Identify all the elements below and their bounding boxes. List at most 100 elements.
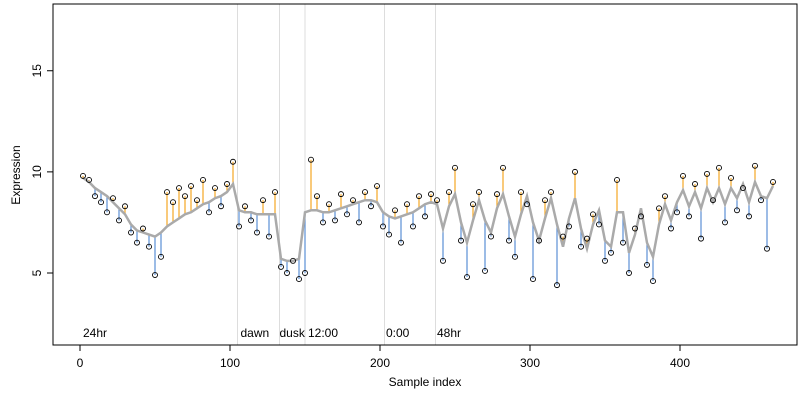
data-point — [344, 211, 350, 218]
data-point — [98, 199, 104, 206]
data-point — [290, 257, 296, 264]
data-point — [272, 189, 278, 196]
data-point — [770, 179, 776, 185]
x-tick-label: 400 — [670, 356, 690, 370]
annotation: dusk — [280, 326, 306, 340]
data-point — [584, 235, 590, 242]
data-point — [704, 170, 710, 177]
fitted-line — [82, 176, 775, 263]
data-point — [470, 201, 476, 208]
data-point — [590, 211, 596, 218]
data-point — [392, 207, 398, 214]
data-point — [548, 189, 554, 196]
data-point — [260, 197, 266, 204]
data-point — [746, 213, 752, 220]
data-point — [350, 197, 356, 204]
data-point — [644, 261, 650, 268]
data-point — [128, 229, 134, 236]
data-point — [428, 191, 434, 198]
data-point — [476, 189, 482, 196]
data-point — [284, 270, 290, 276]
data-point — [266, 233, 272, 240]
data-point — [554, 282, 560, 289]
data-point — [674, 209, 680, 216]
data-point — [278, 263, 284, 270]
data-point — [518, 189, 524, 196]
data-point — [572, 168, 578, 175]
data-point — [638, 213, 644, 220]
data-point — [740, 185, 746, 192]
data-point — [296, 276, 302, 283]
data-point — [200, 177, 206, 183]
data-point — [734, 207, 740, 214]
plot-frame — [52, 3, 798, 346]
data-point — [152, 272, 158, 278]
annotation: dawn — [241, 326, 270, 340]
data-point — [524, 201, 530, 208]
data-point — [458, 237, 464, 244]
data-point — [230, 158, 236, 165]
data-point — [314, 193, 320, 200]
y-axis-label: Expression — [9, 145, 23, 204]
data-point — [86, 177, 92, 183]
data-point — [134, 239, 140, 246]
data-point — [530, 276, 536, 283]
plot-layer: 24hr dawn dusk 12:00 0:00 48hr — [80, 4, 776, 345]
data-point — [668, 225, 674, 232]
data-point — [332, 217, 338, 224]
data-point — [698, 235, 704, 242]
data-point — [722, 219, 728, 226]
x-tick-label: 100 — [220, 356, 240, 370]
data-point — [368, 203, 374, 210]
data-point — [236, 223, 242, 230]
data-point — [110, 195, 116, 202]
x-tick-label: 300 — [520, 356, 540, 370]
data-point — [242, 203, 248, 210]
data-point — [578, 243, 584, 250]
data-point — [632, 225, 638, 232]
data-point — [182, 193, 188, 200]
annotation: 0:00 — [386, 326, 410, 340]
data-point — [218, 203, 224, 210]
data-point — [542, 197, 548, 204]
x-tick-label: 200 — [370, 356, 390, 370]
data-point — [194, 197, 200, 204]
data-point — [422, 213, 428, 220]
data-point — [254, 229, 260, 236]
data-point — [308, 156, 314, 163]
data-point — [566, 223, 572, 230]
data-point — [482, 268, 488, 274]
data-point — [404, 201, 410, 208]
data-point — [764, 245, 770, 252]
data-point — [398, 239, 404, 246]
data-point — [170, 199, 176, 206]
data-point — [716, 164, 722, 171]
data-point — [620, 239, 626, 246]
data-point — [206, 209, 212, 216]
data-point — [500, 164, 506, 171]
data-point — [662, 193, 668, 200]
annotation: 48hr — [437, 326, 461, 340]
data-point — [650, 278, 656, 285]
data-point — [614, 177, 620, 183]
data-point — [536, 237, 542, 244]
data-point — [686, 213, 692, 220]
data-point — [320, 219, 326, 226]
data-point — [656, 205, 662, 212]
annotation: 12:00 — [308, 326, 338, 340]
data-point — [92, 193, 98, 200]
data-point — [326, 201, 332, 208]
data-point — [104, 209, 110, 216]
data-point — [752, 162, 758, 169]
data-point — [146, 243, 152, 250]
data-point — [338, 191, 344, 198]
x-axis-label: Sample index — [389, 375, 462, 389]
annotation: 24hr — [83, 326, 107, 340]
data-point — [506, 237, 512, 244]
y-tick-label: 5 — [30, 269, 44, 276]
data-point — [434, 197, 440, 204]
data-point — [710, 197, 716, 204]
data-point — [608, 249, 614, 256]
data-point — [680, 172, 686, 179]
